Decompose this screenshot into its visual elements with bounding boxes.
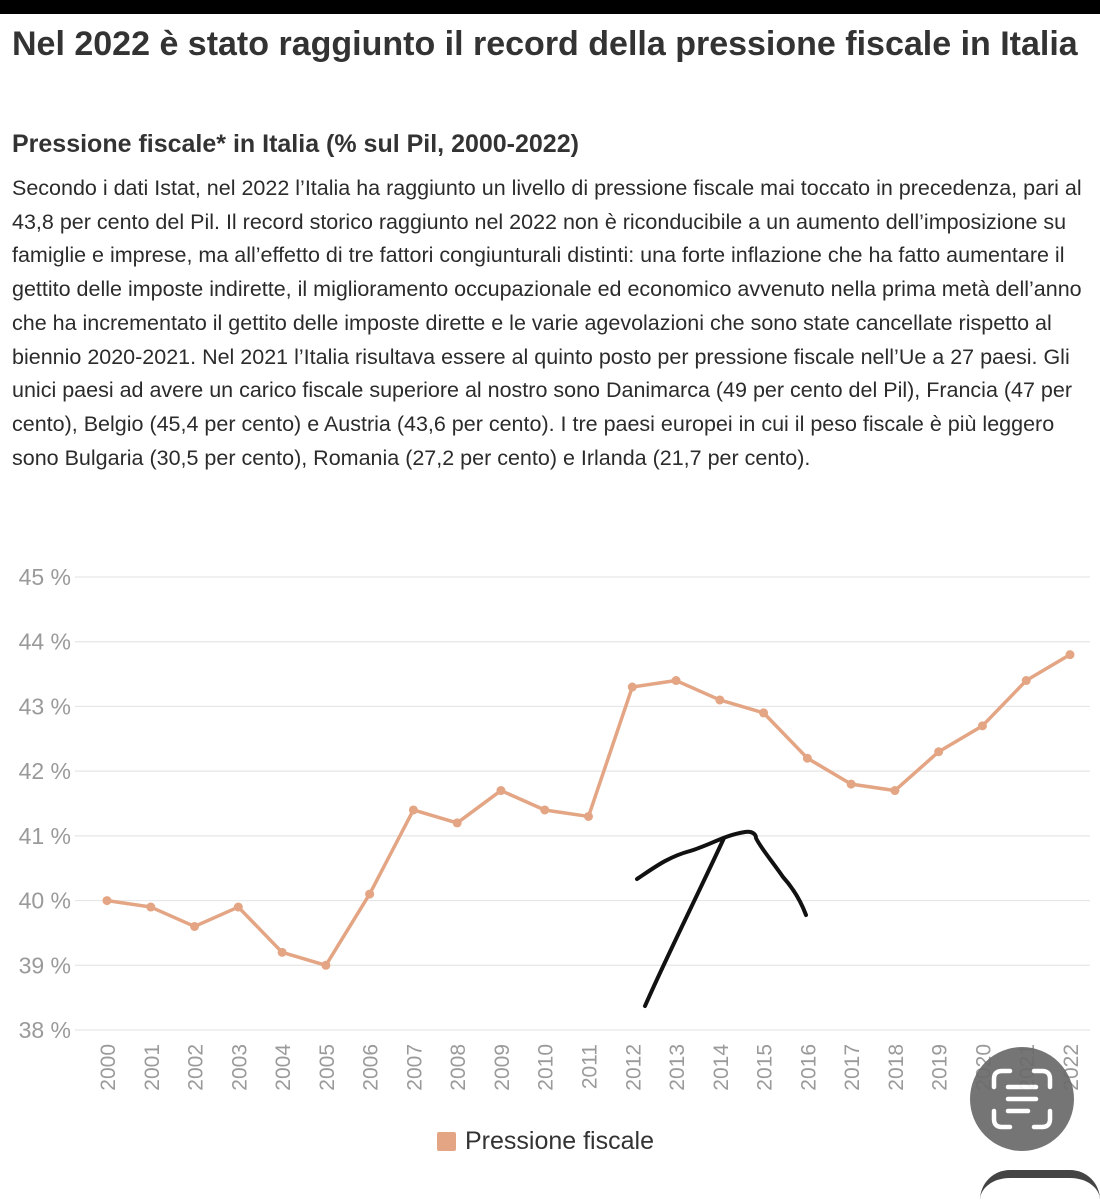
legend: Pressione fiscale — [437, 1127, 654, 1156]
y-tick-label: 43 % — [19, 693, 71, 719]
y-tick-label: 42 % — [19, 758, 71, 784]
x-tick-label: 2005 — [316, 1044, 339, 1091]
data-point — [233, 902, 243, 912]
hand-drawn-annotation — [635, 829, 808, 1008]
y-tick-label: 38 % — [19, 1017, 71, 1043]
arrow-head — [635, 829, 808, 917]
data-point — [190, 921, 200, 931]
x-tick-label: 2000 — [97, 1044, 120, 1091]
data-point — [977, 721, 987, 731]
arrow-shaft — [643, 836, 726, 1008]
data-point — [408, 805, 418, 815]
x-tick-label: 2013 — [666, 1044, 689, 1091]
x-tick-label: 2017 — [841, 1044, 864, 1091]
legend-label: Pressione fiscale — [465, 1127, 654, 1155]
x-tick-label: 2019 — [929, 1044, 952, 1091]
x-tick-label: 2007 — [403, 1044, 426, 1091]
grid-lines — [75, 576, 1090, 1031]
data-point — [934, 747, 944, 757]
data-point — [102, 896, 112, 906]
line-chart: 38 %39 %40 %41 %42 %43 %44 %45 % 2000 200… — [19, 564, 1090, 1091]
data-point — [321, 960, 331, 970]
data-point — [452, 818, 462, 828]
y-tick-label: 39 % — [19, 952, 71, 978]
series-line — [105, 652, 1072, 968]
y-tick-label: 40 % — [19, 888, 71, 914]
data-point — [1065, 650, 1075, 660]
x-tick-label: 2009 — [491, 1044, 514, 1091]
data-point — [365, 889, 375, 899]
x-tick-label: 2015 — [754, 1044, 777, 1091]
x-tick-label: 2012 — [622, 1044, 645, 1091]
x-tick-label: 2001 — [141, 1044, 164, 1091]
x-tick-label: 2004 — [272, 1044, 295, 1091]
data-point — [1021, 676, 1031, 686]
series-layer — [102, 650, 1075, 970]
data-point — [759, 708, 769, 718]
y-tick-label: 45 % — [19, 564, 71, 590]
chart-subtitle: Pressione fiscale* in Italia (% sul Pil,… — [12, 130, 579, 158]
x-axis-ticks: 2000 2001 2002 2003 2004 2005 2006 2007 2008 2009… — [97, 1044, 1083, 1091]
data-point — [802, 753, 812, 763]
data-point — [496, 786, 506, 796]
y-tick-label: 41 % — [19, 823, 71, 849]
y-tick-label: 44 % — [19, 629, 71, 655]
data-point — [846, 779, 856, 789]
scan-text-button[interactable] — [970, 1047, 1074, 1151]
x-tick-label: 2002 — [185, 1044, 208, 1091]
x-tick-label: 2010 — [535, 1044, 558, 1091]
legend-swatch — [437, 1132, 456, 1151]
x-tick-label: 2006 — [360, 1044, 383, 1091]
y-axis-ticks: 38 % 39 % 40 % 41 % 42 % 43 % 44 % 45 % — [19, 564, 71, 1043]
data-point — [627, 682, 637, 692]
x-tick-label: 2018 — [885, 1044, 908, 1091]
x-tick-label: 2003 — [228, 1044, 251, 1091]
data-point — [277, 947, 287, 957]
home-indicator — [980, 1170, 1100, 1200]
x-tick-label: 2014 — [710, 1044, 733, 1091]
data-point — [540, 805, 550, 815]
x-tick-label: 2016 — [797, 1044, 820, 1091]
x-tick-label: 2011 — [579, 1044, 602, 1089]
data-point — [146, 902, 156, 912]
page-title: Nel 2022 è stato raggiunto il record del… — [12, 25, 1078, 63]
top-edge-bar — [0, 0, 1100, 14]
data-point — [584, 811, 593, 821]
x-tick-label: 2008 — [447, 1044, 470, 1091]
scan-text-icon — [991, 1068, 1053, 1130]
chart-description: Secondo i dati Istat, nel 2022 l’Italia … — [12, 176, 1082, 470]
data-point — [671, 676, 681, 686]
data-point — [715, 695, 725, 705]
data-point — [890, 786, 900, 796]
